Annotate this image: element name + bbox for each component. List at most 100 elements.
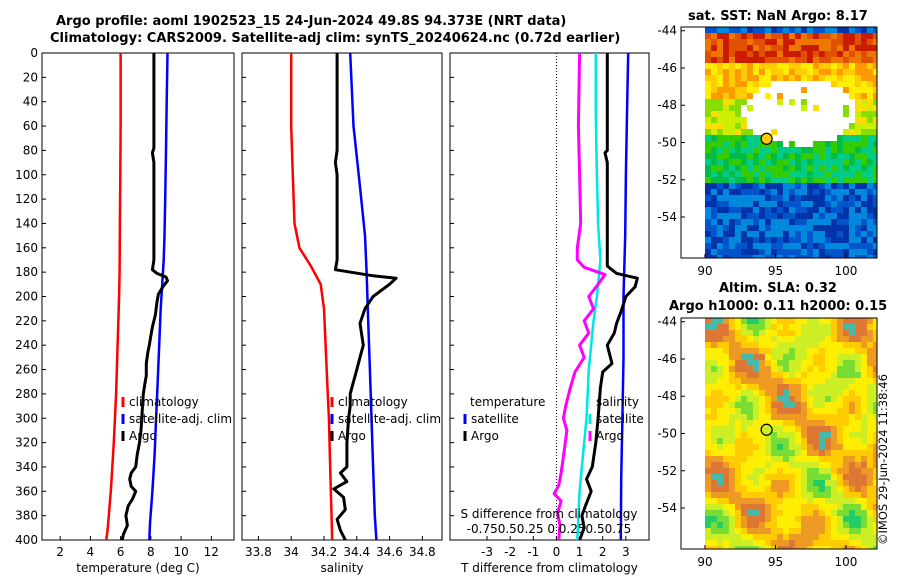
sst-map-cell xyxy=(764,45,771,51)
sla-map-cell xyxy=(830,348,837,354)
sla-map-cell xyxy=(782,492,789,498)
sla-map-cell xyxy=(704,324,711,330)
sla-map-cell xyxy=(710,546,717,549)
sst-map-cell xyxy=(776,27,783,33)
sst-map-cell xyxy=(812,147,819,153)
sla-map-cell xyxy=(872,462,877,468)
sst-map-cell xyxy=(860,63,867,69)
depth-tick-label: 60 xyxy=(23,119,38,133)
sst-map-cell xyxy=(770,87,777,93)
sst-map-cell xyxy=(812,225,819,231)
sla-map-cell xyxy=(800,498,807,504)
sst-map-cell xyxy=(842,171,849,177)
sla-map-cell xyxy=(704,510,711,516)
sla-map-cell xyxy=(872,456,877,462)
sla-map-cell xyxy=(716,342,723,348)
sst-map-cell xyxy=(848,207,855,213)
sst-map-cell xyxy=(830,183,837,189)
sst-map-cell xyxy=(752,75,759,81)
sla-map-cell xyxy=(848,318,855,324)
sst-map-cell xyxy=(872,177,877,183)
sla-map-cell xyxy=(734,480,741,486)
sst-map-cell xyxy=(794,237,801,243)
sst-map-cell xyxy=(704,147,711,153)
sla-map-cell xyxy=(716,480,723,486)
sst-map-cell xyxy=(872,147,877,153)
sst-map-cell xyxy=(788,123,795,129)
sst-map-cell xyxy=(866,183,873,189)
sla-map-cell xyxy=(866,372,873,378)
sst-map-cell xyxy=(806,207,813,213)
sla-map-cell xyxy=(866,456,873,462)
sst-map-cell xyxy=(812,129,819,135)
sst-map-cell xyxy=(860,141,867,147)
sst-map-cell xyxy=(722,249,729,255)
sst-map-cell xyxy=(782,75,789,81)
sst-map-cell xyxy=(830,69,837,75)
sst-map-cell xyxy=(848,231,855,237)
sst-map-cell xyxy=(704,243,711,249)
sla-map-cell xyxy=(836,396,843,402)
sla-map-cell xyxy=(734,456,741,462)
sla-map-cell xyxy=(818,444,825,450)
sst-map-cell xyxy=(746,225,753,231)
sst-map-cell xyxy=(794,225,801,231)
sst-map-cell xyxy=(722,75,729,81)
sla-map-cell xyxy=(770,456,777,462)
sst-map-cell xyxy=(782,177,789,183)
sst-map-cell xyxy=(806,105,813,111)
sst-map-cell xyxy=(770,231,777,237)
sst-map-cell xyxy=(770,195,777,201)
salinity-series-climatology xyxy=(289,53,334,541)
sst-map-cell xyxy=(782,27,789,33)
sst-map-cell xyxy=(728,63,735,69)
sst-map-cell xyxy=(806,177,813,183)
sla-map-cell xyxy=(830,408,837,414)
sst-map-cell xyxy=(842,177,849,183)
sst-map-cell xyxy=(716,105,723,111)
sla-map-cell xyxy=(704,402,711,408)
sla-map-cell xyxy=(728,372,735,378)
sla-map-cell xyxy=(776,336,783,342)
sst-map-cell xyxy=(752,45,759,51)
sla-map-cell xyxy=(800,540,807,546)
sst_map-xtick-label: 90 xyxy=(697,264,712,278)
sla-map-cell xyxy=(764,390,771,396)
sst-map-cell xyxy=(836,87,843,93)
sst-map-cell xyxy=(794,177,801,183)
sla-map-cell xyxy=(776,420,783,426)
sla-map-cell xyxy=(764,468,771,474)
sst-map-cell xyxy=(872,171,877,177)
sla-map-cell xyxy=(824,450,831,456)
sla-map-cell xyxy=(854,414,861,420)
sla-map-cell xyxy=(824,486,831,492)
sst-map-cell xyxy=(860,249,867,255)
sla-map-cell xyxy=(830,516,837,522)
sla-map-cell xyxy=(854,486,861,492)
sst-map-cell xyxy=(872,69,877,75)
sla-map-cell xyxy=(824,366,831,372)
sst-map-cell xyxy=(740,105,747,111)
sst-map-cell xyxy=(806,153,813,159)
sla-map-cell xyxy=(728,414,735,420)
sla-map-cell xyxy=(728,432,735,438)
sst-map-cell xyxy=(806,45,813,51)
sst-map-cell xyxy=(746,117,753,123)
sla-map-cell xyxy=(812,348,819,354)
sst-map-cell xyxy=(866,219,873,225)
sla-map-cell xyxy=(830,366,837,372)
sla-map-cell xyxy=(746,378,753,384)
sla-map-cell xyxy=(716,384,723,390)
sst-map-cell xyxy=(752,171,759,177)
depth-tick-label: 0 xyxy=(30,46,38,60)
sla-map-cell xyxy=(794,414,801,420)
sla-map-cell xyxy=(746,330,753,336)
sla-map-cell xyxy=(854,468,861,474)
sst-map-cell xyxy=(824,237,831,243)
sla-map-cell xyxy=(740,492,747,498)
sst-map-cell xyxy=(854,111,861,117)
sst-map-cell xyxy=(836,249,843,255)
sst-map-cell xyxy=(776,75,783,81)
sla-map-cell xyxy=(746,504,753,510)
sla-map-cell xyxy=(776,534,783,540)
